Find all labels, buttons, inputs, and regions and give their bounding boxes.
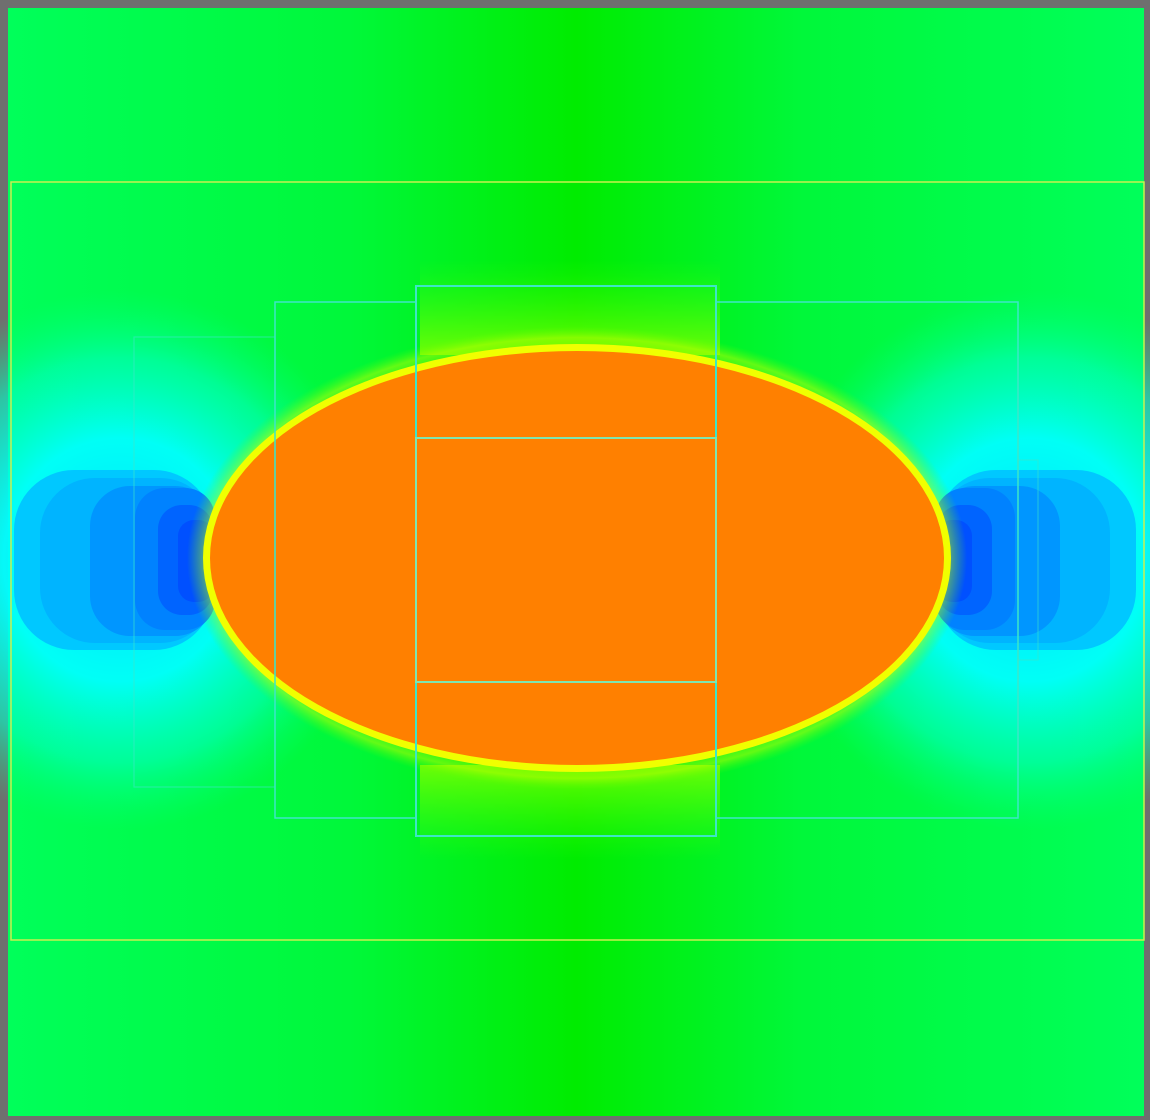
dense-ellipse xyxy=(210,351,944,765)
mesh-patch-level2-far-right xyxy=(1017,459,1039,661)
mesh-patch-level3 xyxy=(415,437,717,683)
mesh-patch-level2-far-left xyxy=(133,336,276,788)
mesh-grid xyxy=(10,181,1145,941)
left-low-lobe xyxy=(14,470,215,650)
mesh-patch-level1 xyxy=(10,181,1145,941)
